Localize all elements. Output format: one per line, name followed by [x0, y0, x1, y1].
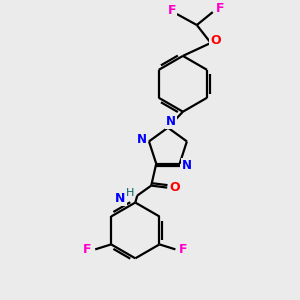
Text: F: F: [215, 2, 224, 15]
Text: F: F: [168, 4, 176, 16]
Text: N: N: [182, 159, 192, 172]
Text: O: O: [170, 181, 181, 194]
Text: N: N: [137, 133, 147, 146]
Text: F: F: [83, 243, 92, 256]
Text: O: O: [210, 34, 221, 47]
Text: N: N: [115, 192, 125, 205]
Text: N: N: [166, 115, 176, 128]
Text: F: F: [179, 243, 188, 256]
Text: H: H: [126, 188, 134, 198]
